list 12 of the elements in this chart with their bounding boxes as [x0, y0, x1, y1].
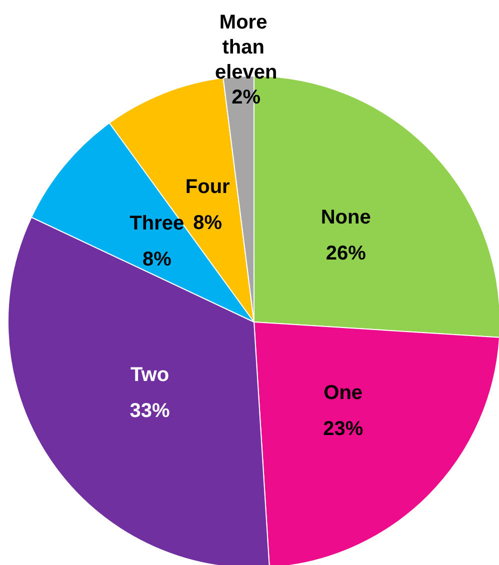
data-label: 2%	[232, 86, 261, 108]
data-label: 33%	[130, 400, 170, 422]
slice-label: None	[320, 206, 371, 229]
slice-label: Three	[130, 212, 184, 235]
slice-label: Two	[130, 364, 170, 386]
data-label: 8%	[142, 248, 172, 271]
data-label: 8%	[193, 212, 222, 234]
slice-label: One	[324, 382, 363, 404]
slice-label: More than eleven	[214, 12, 278, 84]
data-label: 23%	[323, 418, 364, 440]
slice-label: Four	[185, 176, 230, 198]
data-label: 26%	[326, 242, 366, 265]
